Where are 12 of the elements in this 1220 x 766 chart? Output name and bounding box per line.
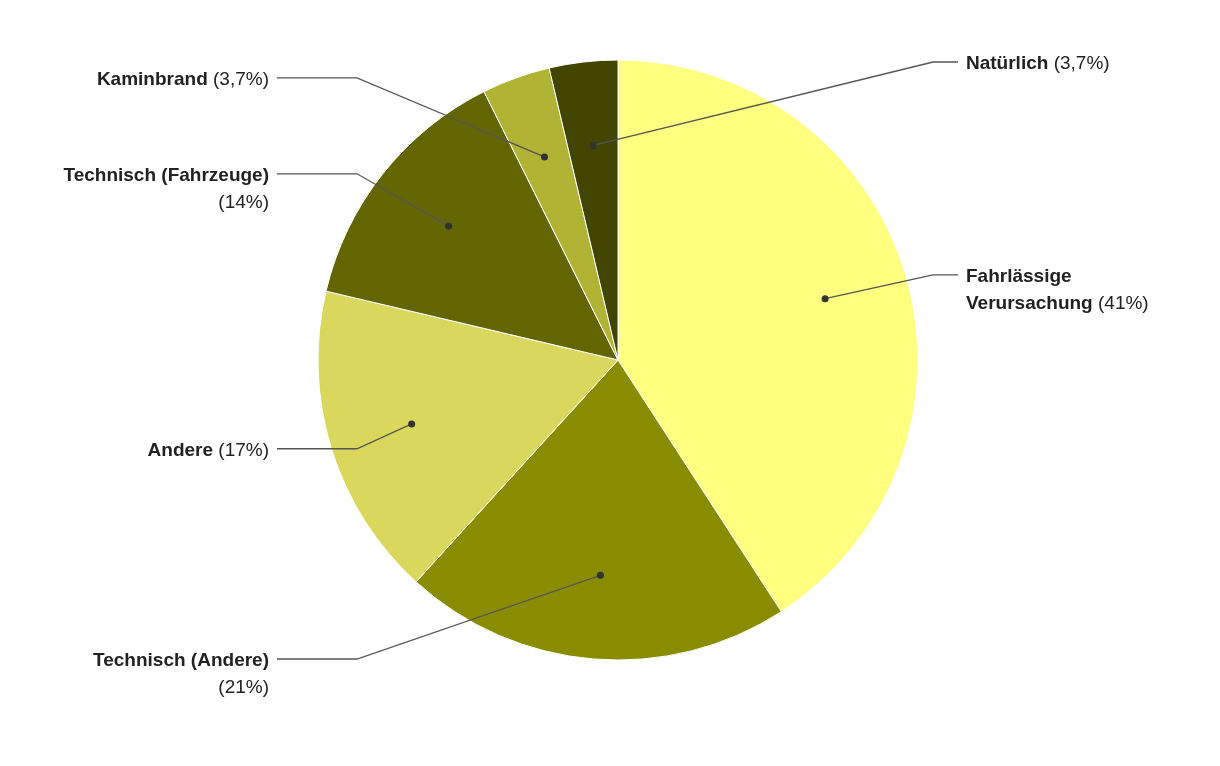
- data-label: (3,7%): [207, 67, 269, 89]
- data-label: (17%): [213, 438, 269, 460]
- data-label: (3,7%): [1048, 52, 1110, 74]
- data-label: (14%): [218, 190, 269, 212]
- data-label: (41%): [1092, 291, 1149, 313]
- slice-label: Technisch (Andere): [93, 649, 269, 671]
- slice-label: Andere: [147, 438, 214, 460]
- slice-label: Technisch (Fahrzeuge): [63, 163, 269, 185]
- data-label: (21%): [218, 676, 269, 698]
- slice-label: Natürlich: [966, 52, 1049, 74]
- slice-label: Kaminbrand: [96, 67, 208, 89]
- slice-label: Fahrlässige Verursachung: [966, 264, 1093, 313]
